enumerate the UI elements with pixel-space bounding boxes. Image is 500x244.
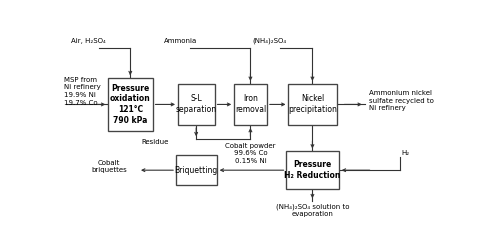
Text: oxidation: oxidation [110,94,150,103]
Text: Cobalt
briquettes: Cobalt briquettes [91,160,127,173]
Text: Ammonia: Ammonia [164,38,198,44]
FancyBboxPatch shape [288,84,337,125]
Text: MSP from
Ni refinery
19.9% Ni
19.7% Co: MSP from Ni refinery 19.9% Ni 19.7% Co [64,77,101,106]
Text: Pressure: Pressure [111,84,150,92]
Text: Briquetting: Briquetting [174,166,218,175]
Text: Iron: Iron [243,94,258,103]
Text: Ammonium nickel
sulfate recycled to
Ni refinery: Ammonium nickel sulfate recycled to Ni r… [368,90,434,111]
FancyBboxPatch shape [234,84,267,125]
Text: 790 kPa: 790 kPa [113,116,148,125]
Text: (NH₄)₂SO₄ solution to
evaporation: (NH₄)₂SO₄ solution to evaporation [276,203,349,217]
Text: removal: removal [235,105,266,114]
FancyBboxPatch shape [178,84,214,125]
Text: Residue: Residue [142,139,169,145]
Text: H₂ Reduction: H₂ Reduction [284,171,341,180]
FancyBboxPatch shape [108,78,152,131]
Text: H₂: H₂ [402,150,409,156]
Text: Nickel: Nickel [301,94,324,103]
Text: 121°C: 121°C [118,105,143,114]
Text: S-L: S-L [190,94,202,103]
Text: Cobalt powder
99.6% Co
0.15% Ni: Cobalt powder 99.6% Co 0.15% Ni [225,142,276,164]
FancyBboxPatch shape [286,151,339,189]
FancyBboxPatch shape [176,155,216,185]
Text: Air, H₂SO₄: Air, H₂SO₄ [72,38,106,44]
Text: Pressure: Pressure [294,160,332,169]
Text: precipitation: precipitation [288,105,337,114]
Text: separation: separation [176,105,217,114]
Text: (NH₄)₂SO₄: (NH₄)₂SO₄ [253,38,287,44]
